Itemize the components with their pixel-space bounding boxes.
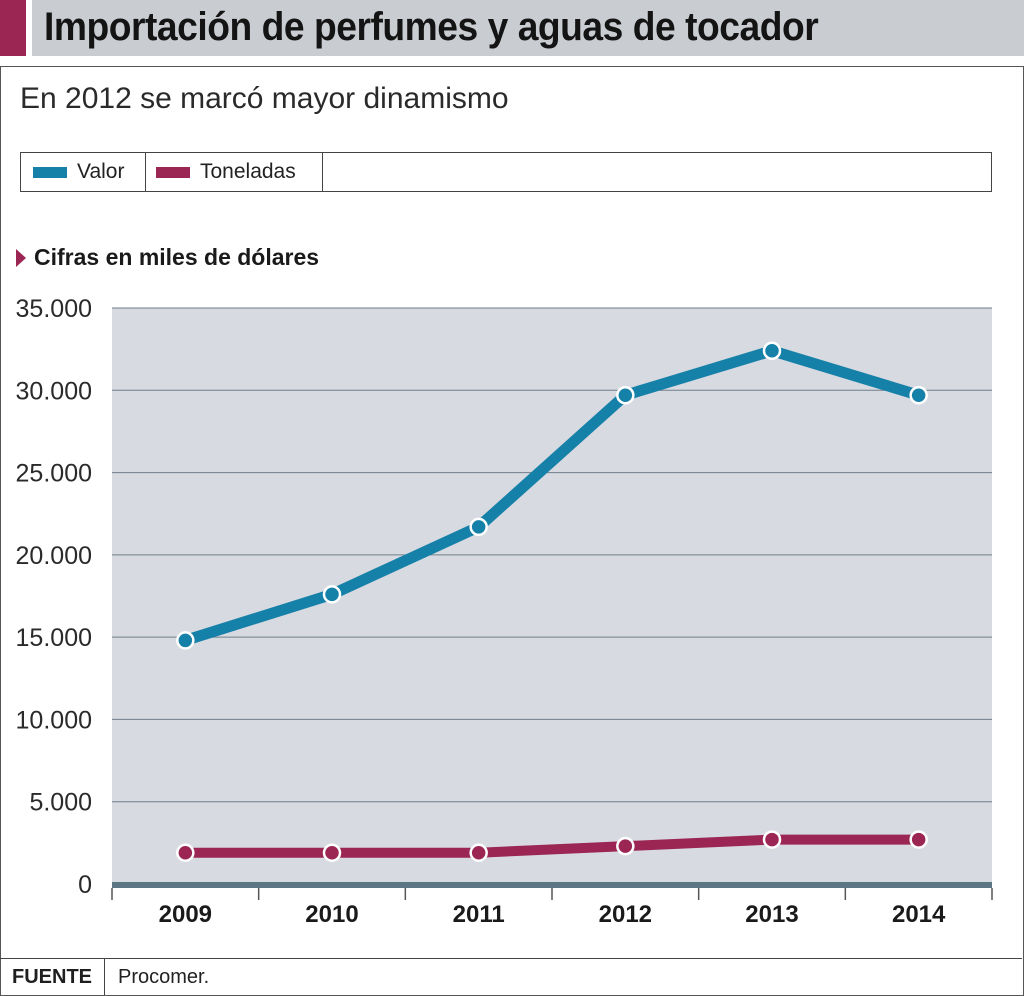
triangle-bullet-icon: [16, 249, 26, 267]
legend-swatch-toneladas: [156, 167, 190, 178]
x-tick-label: 2011: [453, 901, 505, 928]
data-point-valor: [764, 343, 780, 359]
legend-item-valor: Valor: [21, 153, 146, 191]
legend: Valor Toneladas: [20, 152, 992, 192]
plot-background: [112, 308, 992, 884]
line-chart: 0 5.000 10.000 15.000 20.000 25.000 30.000 35.0…: [0, 290, 1024, 930]
y-tick-label: 15.000: [16, 624, 92, 652]
x-tick-label: 2014: [892, 901, 946, 928]
header-accent-bar: [0, 0, 26, 56]
data-point-toneladas: [471, 845, 487, 861]
data-point-toneladas: [324, 845, 340, 861]
data-point-valor: [911, 387, 927, 403]
chart-title: Importación de perfumes y aguas de tocad…: [44, 2, 818, 52]
legend-label-valor: Valor: [77, 160, 124, 184]
units-heading: Cifras en miles de dólares: [16, 244, 319, 271]
source-text: Procomer.: [118, 959, 209, 995]
y-tick-label: 35.000: [16, 295, 92, 323]
y-tick-label: 5.000: [29, 789, 92, 817]
data-point-toneladas: [177, 845, 193, 861]
legend-swatch-valor: [33, 167, 67, 178]
y-tick-label: 20.000: [16, 542, 92, 570]
chart-subtitle: En 2012 se marcó mayor dinamismo: [20, 82, 509, 116]
legend-label-toneladas: Toneladas: [200, 160, 296, 184]
data-point-valor: [617, 387, 633, 403]
data-point-valor: [324, 586, 340, 602]
y-tick-label: 0: [78, 871, 92, 899]
source-label: FUENTE: [0, 959, 105, 995]
y-tick-label: 25.000: [16, 460, 92, 488]
x-axis-line: [112, 882, 992, 888]
footer: FUENTE Procomer.: [0, 958, 1022, 995]
data-point-valor: [177, 632, 193, 648]
data-point-valor: [471, 519, 487, 535]
y-tick-label: 10.000: [16, 706, 92, 734]
units-label: Cifras en miles de dólares: [34, 244, 319, 271]
data-point-toneladas: [617, 838, 633, 854]
y-tick-label: 30.000: [16, 377, 92, 405]
x-tick-label: 2010: [305, 901, 358, 928]
data-point-toneladas: [764, 832, 780, 848]
header: Importación de perfumes y aguas de tocad…: [0, 0, 1024, 58]
x-tick-label: 2013: [745, 901, 798, 928]
data-point-toneladas: [911, 832, 927, 848]
x-tick-label: 2012: [599, 901, 652, 928]
legend-item-toneladas: Toneladas: [146, 153, 323, 191]
x-tick-label: 2009: [159, 901, 212, 928]
